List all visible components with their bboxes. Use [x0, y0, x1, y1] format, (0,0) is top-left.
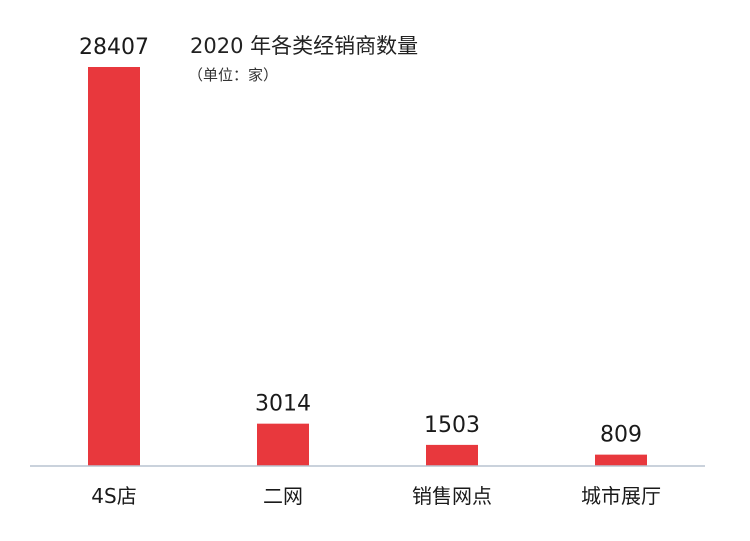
value-label-3: 809: [600, 423, 642, 448]
category-label-1: 二网: [263, 484, 303, 508]
value-label-2: 1503: [424, 413, 480, 438]
value-label-1: 3014: [255, 392, 311, 417]
bar-1: [257, 423, 309, 466]
chart-subtitle: （单位：家）: [188, 66, 278, 84]
category-label-2: 销售网点: [412, 484, 492, 508]
bar-2: [426, 444, 478, 466]
label-group: 28407 4S店 3014 二网 1503 销售网点 809 城市展厅: [79, 35, 661, 508]
bar-3: [595, 454, 647, 466]
category-label-3: 城市展厅: [581, 484, 661, 508]
value-label-0: 28407: [79, 35, 149, 60]
chart-title: 2020 年各类经销商数量: [190, 34, 418, 58]
category-label-0: 4S店: [91, 484, 136, 508]
bar-group: [88, 67, 647, 466]
bar-0: [88, 67, 140, 466]
